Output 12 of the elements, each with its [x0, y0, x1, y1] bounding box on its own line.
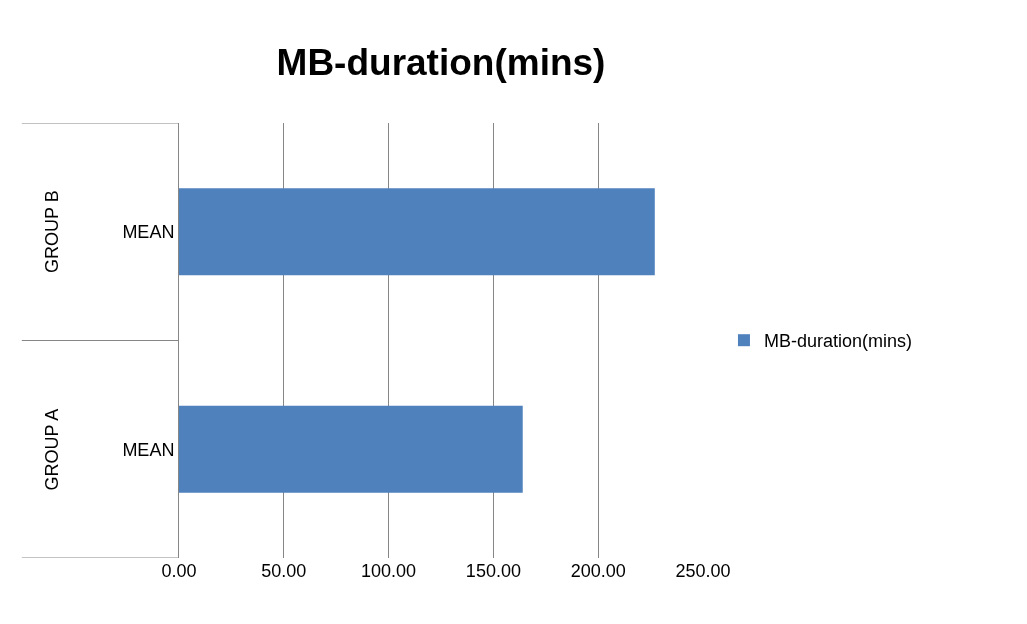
- text: GROUP B: [42, 190, 63, 273]
- x-tick-label: 50.00: [261, 561, 307, 581]
- y-tick-label: MEAN: [122, 222, 175, 243]
- y-tick-label: MEAN: [122, 439, 175, 460]
- x-tick-label: 150.00: [465, 561, 521, 581]
- x-tick-label: 0.00: [161, 561, 197, 581]
- text: GROUP A: [41, 408, 62, 491]
- x-tick-label: 200.00: [570, 561, 626, 581]
- x-tick-label: 250.00: [675, 561, 731, 581]
- chart-title: MB-duration(mins): [276, 42, 606, 84]
- x-tick-label: 100.00: [361, 561, 417, 581]
- legend-label: MB-duration(mins): [763, 331, 913, 352]
